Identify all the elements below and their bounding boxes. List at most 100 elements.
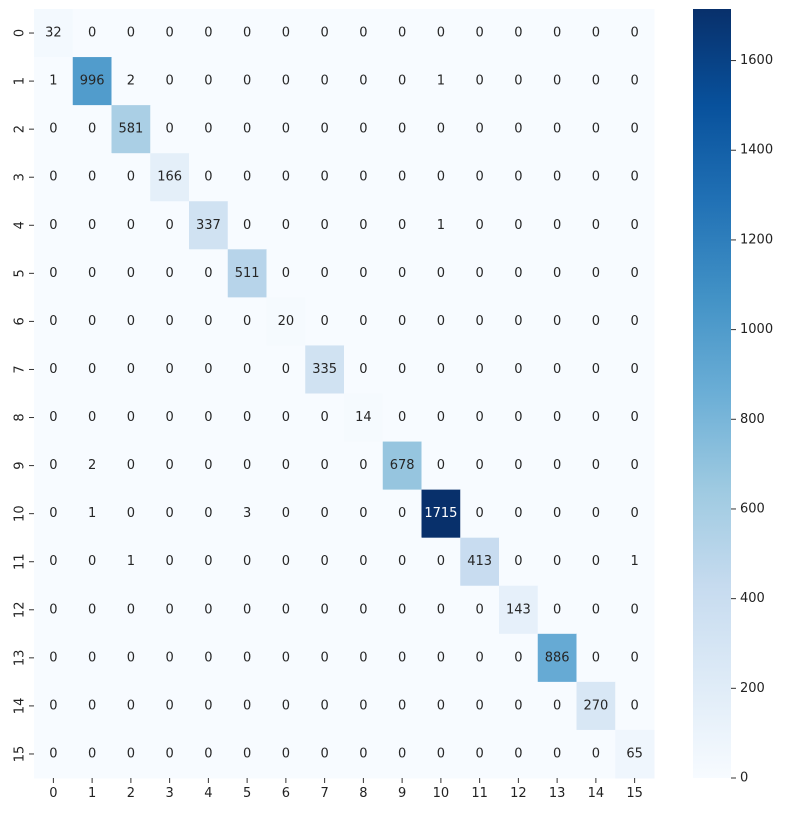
heatmap-cell-r9-c15 xyxy=(615,441,655,491)
heatmap-cell-r4-c6 xyxy=(266,201,306,250)
heatmap-cell-r13-c6 xyxy=(266,633,306,683)
cell-value-r4-c13: 0 xyxy=(553,218,561,233)
heatmap-cell-r8-c14 xyxy=(576,393,616,443)
cell-value-r3-c1: 0 xyxy=(88,170,96,185)
heatmap-cell-r4-c10 xyxy=(421,201,461,250)
cell-value-r5-c15: 0 xyxy=(630,266,638,281)
heatmap-cell-r7-c15 xyxy=(615,345,655,394)
heatmap-cell-r0-c13 xyxy=(537,9,577,58)
cell-value-r9-c0: 0 xyxy=(49,458,57,473)
cell-value-r11-c6: 0 xyxy=(282,554,290,569)
cell-value-r2-c10: 0 xyxy=(437,122,445,137)
cell-value-r12-c0: 0 xyxy=(49,602,57,617)
heatmap-cell-r15-c13 xyxy=(537,729,577,779)
heatmap-cell-r1-c4 xyxy=(189,57,229,106)
heatmap-cell-r12-c9 xyxy=(382,585,422,635)
cell-value-r8-c0: 0 xyxy=(49,410,57,425)
heatmap-cell-r1-c10 xyxy=(421,57,461,106)
heatmap-cell-r4-c13 xyxy=(537,201,577,250)
x-tick-label-6: 6 xyxy=(282,786,290,801)
cell-value-r14-c9: 0 xyxy=(398,698,406,713)
cell-value-r4-c5: 0 xyxy=(243,218,251,233)
cell-value-r13-c14: 0 xyxy=(592,650,600,665)
heatmap-cell-r11-c13 xyxy=(537,537,577,587)
cell-value-r10-c11: 0 xyxy=(475,506,483,521)
heatmap-cell-r15-c6 xyxy=(266,729,306,779)
cell-value-r13-c0: 0 xyxy=(49,650,57,665)
cell-value-r6-c14: 0 xyxy=(592,314,600,329)
y-tick-label-15: 15 xyxy=(13,746,28,763)
heatmap-cell-r2-c1 xyxy=(72,105,112,154)
heatmap-cell-r9-c13 xyxy=(537,441,577,491)
cell-value-r10-c1: 1 xyxy=(88,506,96,521)
cell-value-r10-c14: 0 xyxy=(592,506,600,521)
heatmap-cell-r9-c11 xyxy=(460,441,500,491)
cell-value-r14-c2: 0 xyxy=(127,698,135,713)
cell-value-r2-c6: 0 xyxy=(282,122,290,137)
cell-value-r7-c15: 0 xyxy=(630,362,638,377)
heatmap-cell-r5-c5 xyxy=(227,249,267,298)
colorbar-tick-label-1200: 1200 xyxy=(740,232,773,247)
cell-value-r11-c5: 0 xyxy=(243,554,251,569)
cell-value-r11-c9: 0 xyxy=(398,554,406,569)
heatmap-cell-r11-c14 xyxy=(576,537,616,587)
cell-value-r8-c12: 0 xyxy=(514,410,522,425)
heatmap-cell-r10-c6 xyxy=(266,489,306,539)
cell-value-r5-c12: 0 xyxy=(514,266,522,281)
cell-value-r7-c10: 0 xyxy=(437,362,445,377)
cell-value-r4-c2: 0 xyxy=(127,218,135,233)
heatmap-cell-r0-c12 xyxy=(499,9,539,58)
cell-value-r11-c14: 0 xyxy=(592,554,600,569)
heatmap-cell-r7-c2 xyxy=(111,345,151,394)
colorbar-tick-label-800: 800 xyxy=(740,412,765,427)
cell-value-r3-c6: 0 xyxy=(282,170,290,185)
cell-value-r7-c11: 0 xyxy=(475,362,483,377)
heatmap-cell-r6-c4 xyxy=(189,297,229,346)
heatmap-cell-r14-c3 xyxy=(150,681,190,731)
cell-value-r9-c13: 0 xyxy=(553,458,561,473)
heatmap-cell-r3-c0 xyxy=(34,153,74,202)
heatmap-cell-r6-c10 xyxy=(421,297,461,346)
y-tick-label-5: 5 xyxy=(13,269,28,277)
heatmap-cell-r13-c4 xyxy=(189,633,229,683)
cell-value-r3-c11: 0 xyxy=(475,170,483,185)
heatmap-cell-r7-c3 xyxy=(150,345,190,394)
heatmap-cell-r7-c8 xyxy=(344,345,384,394)
heatmap-cell-r1-c6 xyxy=(266,57,306,106)
heatmap-cell-r4-c7 xyxy=(305,201,345,250)
heatmap-cell-r10-c15 xyxy=(615,489,655,539)
cell-value-r3-c12: 0 xyxy=(514,170,522,185)
cell-value-r9-c14: 0 xyxy=(592,458,600,473)
cell-value-r0-c12: 0 xyxy=(514,26,522,41)
heatmap-cell-r2-c0 xyxy=(34,105,74,154)
heatmap-cell-r7-c4 xyxy=(189,345,229,394)
cell-value-r13-c2: 0 xyxy=(127,650,135,665)
heatmap-cell-r0-c15 xyxy=(615,9,655,58)
heatmap-cell-r14-c11 xyxy=(460,681,500,731)
heatmap-cell-r10-c1 xyxy=(72,489,112,539)
cell-value-r9-c10: 0 xyxy=(437,458,445,473)
cell-value-r4-c14: 0 xyxy=(592,218,600,233)
cell-value-r9-c2: 0 xyxy=(127,458,135,473)
heatmap-cell-r4-c14 xyxy=(576,201,616,250)
cell-value-r1-c14: 0 xyxy=(592,74,600,89)
heatmap-cell-r7-c9 xyxy=(382,345,422,394)
cell-value-r11-c15: 1 xyxy=(630,554,638,569)
cell-value-r8-c5: 0 xyxy=(243,410,251,425)
colorbar-tick-label-1600: 1600 xyxy=(740,53,773,68)
heatmap-cell-r5-c9 xyxy=(382,249,422,298)
heatmap-cell-r11-c8 xyxy=(344,537,384,587)
heatmap-cell-r13-c12 xyxy=(499,633,539,683)
heatmap-cell-r1-c9 xyxy=(382,57,422,106)
heatmap-cell-r8-c13 xyxy=(537,393,577,443)
cell-value-r7-c9: 0 xyxy=(398,362,406,377)
cell-value-r3-c0: 0 xyxy=(49,170,57,185)
heatmap-cell-r2-c9 xyxy=(382,105,422,154)
heatmap-cell-r3-c3 xyxy=(150,153,190,202)
heatmap-cell-r8-c11 xyxy=(460,393,500,443)
heatmap-cell-r1-c3 xyxy=(150,57,190,106)
cell-value-r9-c5: 0 xyxy=(243,458,251,473)
cell-value-r14-c11: 0 xyxy=(475,698,483,713)
heatmap-cell-r7-c10 xyxy=(421,345,461,394)
cell-value-r6-c5: 0 xyxy=(243,314,251,329)
